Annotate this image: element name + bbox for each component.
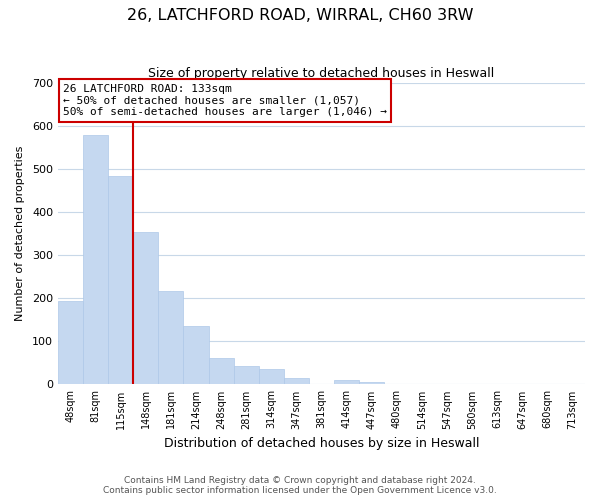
Bar — [133, 232, 158, 384]
Bar — [209, 358, 233, 384]
Bar — [184, 326, 209, 384]
Bar — [284, 378, 309, 384]
Bar — [108, 176, 133, 384]
Bar — [158, 292, 184, 384]
Bar — [359, 382, 384, 384]
Text: 26 LATCHFORD ROAD: 133sqm
← 50% of detached houses are smaller (1,057)
50% of se: 26 LATCHFORD ROAD: 133sqm ← 50% of detac… — [63, 84, 387, 117]
Text: Contains HM Land Registry data © Crown copyright and database right 2024.
Contai: Contains HM Land Registry data © Crown c… — [103, 476, 497, 495]
Y-axis label: Number of detached properties: Number of detached properties — [15, 146, 25, 322]
Text: 26, LATCHFORD ROAD, WIRRAL, CH60 3RW: 26, LATCHFORD ROAD, WIRRAL, CH60 3RW — [127, 8, 473, 22]
X-axis label: Distribution of detached houses by size in Heswall: Distribution of detached houses by size … — [164, 437, 479, 450]
Bar — [334, 380, 359, 384]
Bar — [58, 302, 83, 384]
Bar — [259, 369, 284, 384]
Title: Size of property relative to detached houses in Heswall: Size of property relative to detached ho… — [148, 68, 494, 80]
Bar — [83, 135, 108, 384]
Bar — [233, 366, 259, 384]
